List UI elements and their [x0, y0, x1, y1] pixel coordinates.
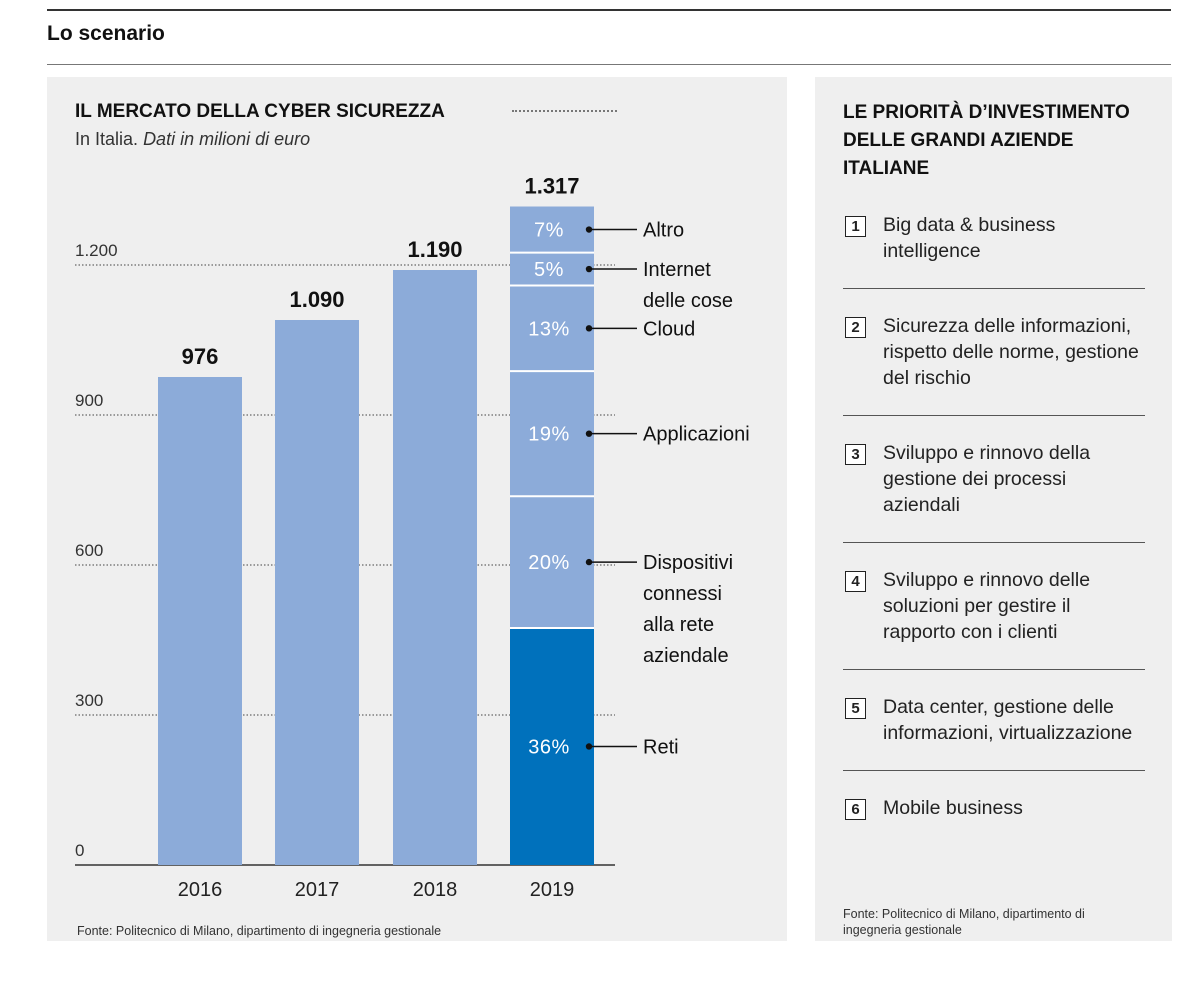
priority-separator	[843, 288, 1145, 289]
segment-name-label: connessi	[643, 583, 722, 605]
priority-text: Data center, gestione delle informazioni…	[883, 696, 1133, 744]
priority-text: Sviluppo e rinnovo della gestione dei pr…	[883, 442, 1091, 516]
segment-name-label: aziendale	[643, 645, 729, 667]
x-tick-label: 2017	[295, 879, 340, 901]
chart-subtitle: In Italia. Dati in milioni di euro	[75, 129, 310, 150]
y-tick-label: 1.200	[75, 241, 118, 260]
bar-2017	[275, 320, 359, 865]
priority-text: Big data & business intelligence	[883, 214, 1056, 262]
bar-value-label: 1.317	[524, 174, 579, 199]
priority-item: 6 Mobile business	[843, 795, 1145, 821]
priority-text: Sicurezza delle informazioni, rispetto d…	[883, 315, 1139, 389]
priorities-title: LE PRIORITÀ D’INVESTIMENTO DELLE GRANDI …	[843, 102, 1130, 179]
bar-segment-1	[510, 496, 594, 628]
bar-value-label: 976	[182, 344, 219, 369]
priority-separator	[843, 415, 1145, 416]
bar-segment-2	[510, 371, 594, 497]
y-tick-label: 900	[75, 391, 103, 410]
x-tick-label: 2018	[413, 879, 458, 901]
priorities-list: 1 Big data & business intelligence 2 Sicure…	[843, 212, 1145, 821]
segment-name-label: Applicazioni	[643, 424, 750, 446]
chart-source: Fonte: Politecnico di Milano, dipartimen…	[77, 924, 442, 938]
segment-percent-label: 19%	[528, 424, 570, 446]
segment-name-label: alla rete	[643, 614, 714, 636]
priority-separator	[843, 770, 1145, 771]
bar-value-label: 1.190	[407, 237, 462, 262]
bar-segment-5	[510, 206, 594, 253]
priority-number-badge: 5	[845, 698, 866, 719]
chart-title: IL MERCATO DELLA CYBER SICUREZZA	[75, 101, 445, 122]
priority-text: Sviluppo e rinnovo delle soluzioni per g…	[883, 569, 1091, 643]
segment-name-label: Internet	[643, 259, 711, 281]
priority-item: 4 Sviluppo e rinnovo delle soluzioni per …	[843, 567, 1145, 645]
segment-percent-label: 20%	[528, 552, 570, 574]
priority-number-badge: 1	[845, 216, 866, 237]
y-tick-label: 300	[75, 691, 103, 710]
top-rule	[47, 9, 1171, 11]
bar-value-label: 1.090	[289, 287, 344, 312]
priority-number-badge: 4	[845, 571, 866, 592]
segment-percent-label: 13%	[528, 318, 570, 340]
priority-number-badge: 3	[845, 444, 866, 465]
priority-item: 5 Data center, gestione delle informazion…	[843, 694, 1145, 746]
title-dotted-rule	[512, 110, 617, 112]
segment-name-label: Reti	[643, 736, 679, 758]
segment-percent-label: 7%	[534, 220, 564, 242]
priority-item: 2 Sicurezza delle informazioni, rispetto …	[843, 313, 1145, 391]
priority-number-badge: 2	[845, 317, 866, 338]
segment-percent-label: 36%	[528, 736, 570, 758]
priority-number-badge: 6	[845, 799, 866, 820]
section-title: Lo scenario	[47, 22, 165, 45]
priorities-source: Fonte: Politecnico di Milano, dipartimen…	[843, 907, 1085, 937]
segment-percent-label: 5%	[534, 259, 564, 281]
priorities-panel: LE PRIORITÀ D’INVESTIMENTO DELLE GRANDI …	[815, 77, 1172, 941]
y-tick-label: 600	[75, 541, 103, 560]
chart-subtitle-italic: Dati in milioni di euro	[143, 129, 311, 149]
bar-segment-4	[510, 252, 594, 286]
priority-item: 1 Big data & business intelligence	[843, 212, 1145, 264]
section-rule	[47, 64, 1171, 65]
priority-item: 3 Sviluppo e rinnovo della gestione dei p…	[843, 440, 1145, 518]
segment-name-label: Cloud	[643, 318, 695, 340]
bar-2018	[393, 270, 477, 865]
priority-separator	[843, 669, 1145, 670]
segment-name-label: Dispositivi	[643, 552, 733, 574]
market-chart-panel: IL MERCATO DELLA CYBER SICUREZZA In Ital…	[47, 77, 787, 941]
priority-separator	[843, 542, 1145, 543]
bar-segment-0	[510, 627, 594, 865]
x-tick-label: 2019	[530, 879, 575, 901]
x-tick-label: 2016	[178, 879, 223, 901]
bar-chart: 0 300 600 900 1.200 976 2016 1.090 2017 1.190 2018…	[75, 174, 750, 901]
chart-subtitle-plain: In Italia.	[75, 129, 139, 149]
priority-text: Mobile business	[883, 797, 1023, 819]
bar-segment-3	[510, 285, 594, 372]
segment-name-label: delle cose	[643, 290, 733, 312]
segment-name-label: Altro	[643, 220, 684, 242]
bar-2016	[158, 377, 242, 865]
y-tick-label: 0	[75, 841, 84, 860]
